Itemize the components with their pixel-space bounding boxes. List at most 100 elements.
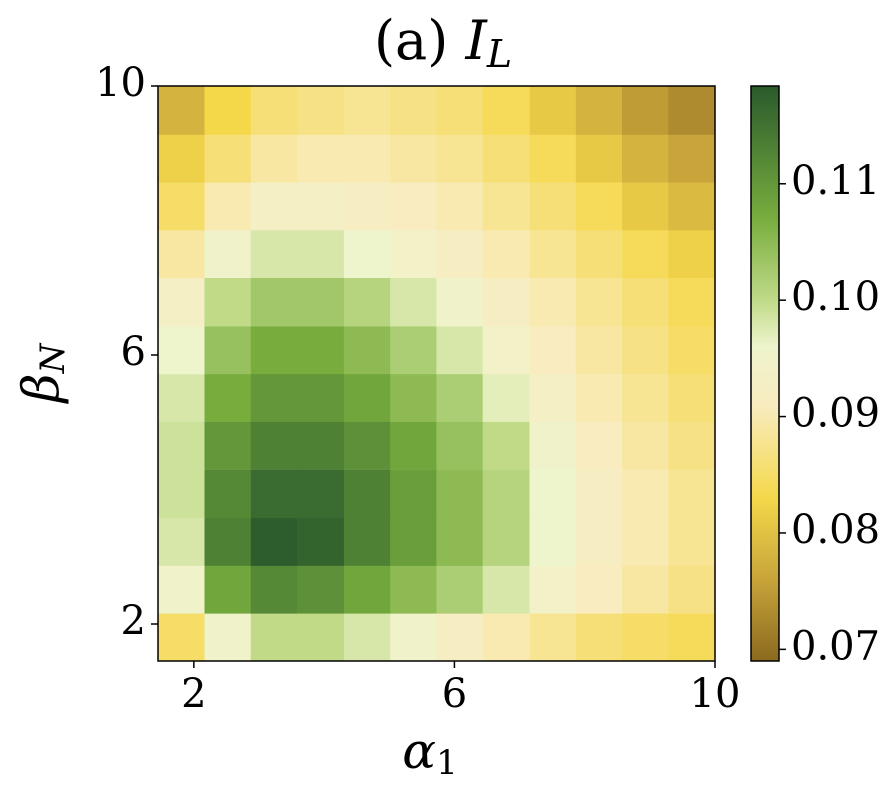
heatmap-cell [575,373,623,422]
heatmap-cell [668,277,716,327]
heatmap-cell [668,229,716,279]
heatmap-cell [575,181,623,231]
heatmap-cell [204,229,252,279]
heatmap-cell [204,421,252,470]
heatmap-cell [622,181,670,231]
chart-title: (a) IL [374,9,512,76]
heatmap-cell [436,469,484,519]
heatmap-cell [250,565,298,614]
heatmap-cell [343,565,391,614]
heatmap-cell [390,134,438,183]
heatmap-cell [158,325,206,375]
heatmap-cell [668,612,716,662]
y-tick-label: 6 [121,329,146,375]
heatmap-cell [250,277,298,327]
heatmap-cell [575,277,623,327]
x-tick-label: 10 [690,671,741,717]
y-tick-label: 10 [95,60,146,106]
heatmap-cell [575,134,623,183]
heatmap-cell [343,421,391,470]
heatmap-cell [158,134,206,183]
heatmap-cell [158,373,206,422]
heatmap-cell [575,565,623,614]
heatmap-cell [575,229,623,279]
colorbar-tick-label: 0.09 [791,391,880,437]
heatmap-cell [390,373,438,422]
heatmap-cell [482,421,530,470]
heatmap-cell [529,86,577,135]
y-axis-label: βN [12,342,73,404]
heatmap-cell [482,612,530,662]
heatmap-cell [390,421,438,470]
heatmap-cell [575,86,623,135]
heatmap-cell [250,469,298,519]
heatmap-cell [250,86,298,135]
heatmap-cell [204,86,252,135]
heatmap-cell [529,517,577,566]
heatmap-cell [390,325,438,375]
heatmap-cell [529,565,577,614]
heatmap-cell [622,373,670,422]
heatmap-cell [250,421,298,470]
heatmap-cell [390,86,438,135]
heatmap-cell [204,517,252,566]
heatmap-cell [204,373,252,422]
heatmap-cell [343,181,391,231]
x-tick-label: 2 [181,671,206,717]
heatmap-cell [390,181,438,231]
heatmap-cell [343,469,391,519]
heatmap-cell [390,517,438,566]
heatmap-cell [204,181,252,231]
heatmap-cell [158,277,206,327]
heatmap-cell [390,565,438,614]
heatmap-cell [575,612,623,662]
heatmap-cell [436,612,484,662]
heatmap-cell [436,277,484,327]
heatmap-cell [390,612,438,662]
heatmap-cell [668,421,716,470]
heatmap-cell [158,469,206,519]
heatmap-cell [668,469,716,519]
heatmap-cell [529,325,577,375]
heatmap-cell [297,277,345,327]
heatmap-cell [622,277,670,327]
colorbar-tick-label: 0.08 [791,507,880,553]
heatmap-cell [297,373,345,422]
heatmap-cell [204,565,252,614]
heatmap-cell [390,229,438,279]
colorbar-tick-label: 0.10 [791,274,880,320]
heatmap-cell [436,181,484,231]
heatmap-cell [250,612,298,662]
heatmap-cell [204,469,252,519]
heatmap-cell [204,325,252,375]
heatmap-cell [668,517,716,566]
y-tick-label: 2 [121,598,146,644]
heatmap-cell [482,469,530,519]
heatmap-cell [250,373,298,422]
heatmap-cell [297,612,345,662]
heatmap-cell [482,134,530,183]
heatmap-cell [668,86,716,135]
heatmap-cell [436,373,484,422]
heatmap-cell [250,229,298,279]
heatmap-cell [436,86,484,135]
heatmap-cell [204,277,252,327]
heatmap-cell [158,181,206,231]
heatmap-cell [250,325,298,375]
heatmap-cell [622,517,670,566]
heatmap-cell [529,469,577,519]
heatmap-cell [436,134,484,183]
heatmap-cell [622,421,670,470]
heatmap-cell [482,86,530,135]
heatmap-cell [668,565,716,614]
heatmap-cell [204,612,252,662]
heatmap-cell [529,134,577,183]
heatmap-cell [297,229,345,279]
heatmap-cell [622,325,670,375]
heatmap-cell [529,612,577,662]
heatmap-cell [529,277,577,327]
x-tick-label: 6 [442,671,467,717]
heatmap-cell [436,565,484,614]
colorbar [750,85,780,662]
heatmap-cell [668,134,716,183]
